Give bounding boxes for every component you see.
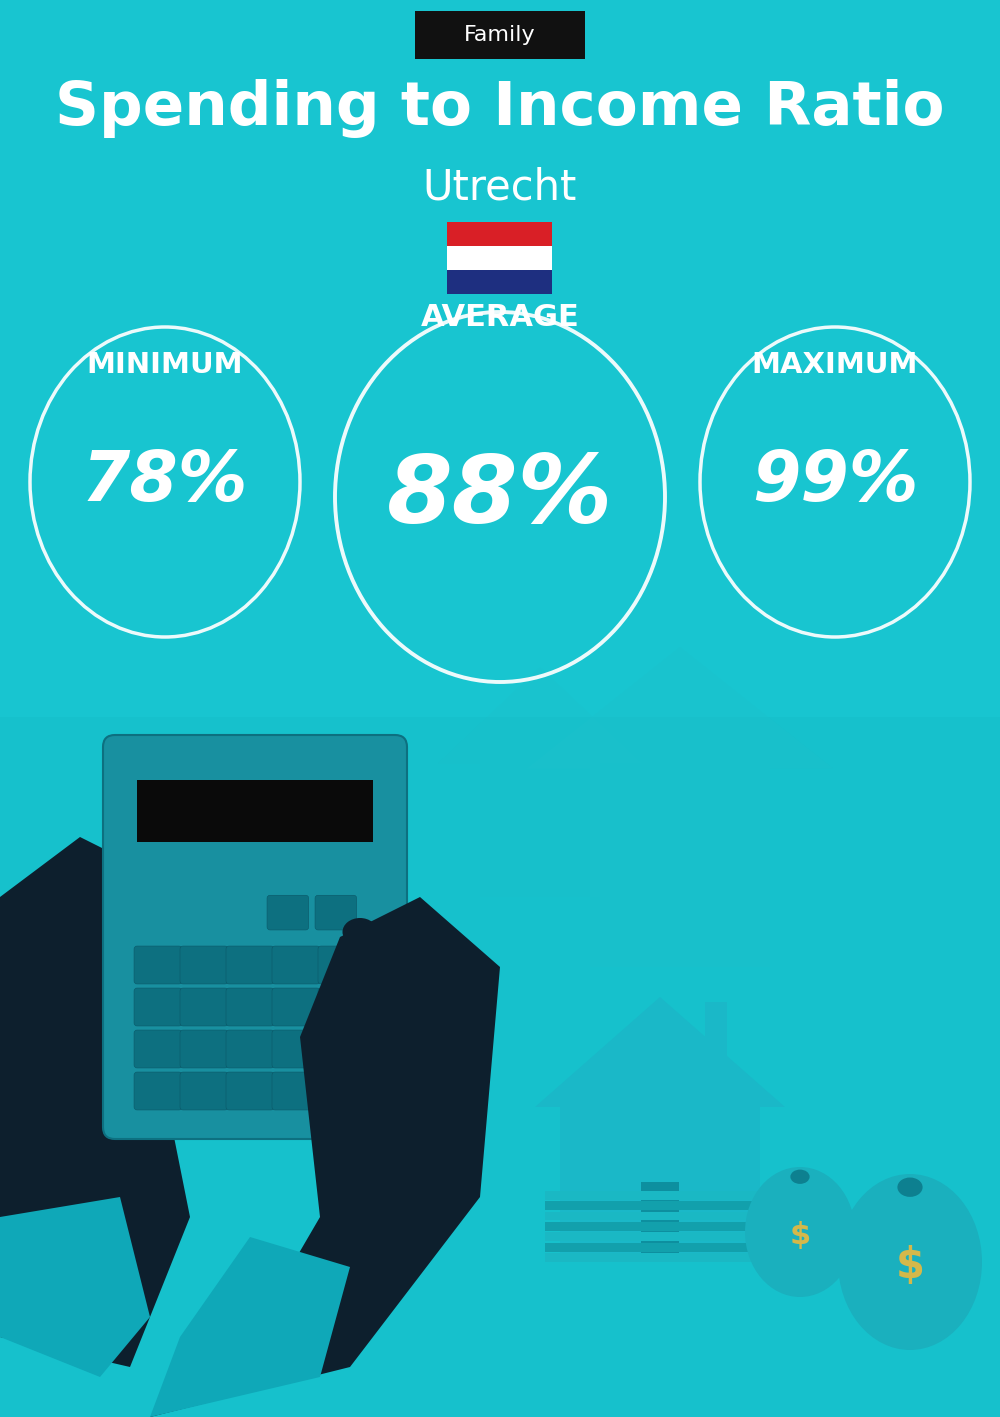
FancyBboxPatch shape xyxy=(180,1030,228,1068)
FancyBboxPatch shape xyxy=(180,1073,228,1110)
Text: 99%: 99% xyxy=(752,449,918,516)
FancyBboxPatch shape xyxy=(318,1030,366,1068)
Ellipse shape xyxy=(745,1168,855,1297)
FancyBboxPatch shape xyxy=(272,1030,320,1068)
Text: $: $ xyxy=(896,1246,924,1288)
Bar xyxy=(545,1253,775,1263)
FancyBboxPatch shape xyxy=(415,11,585,60)
Ellipse shape xyxy=(790,1169,810,1183)
FancyBboxPatch shape xyxy=(180,947,228,983)
Text: $: $ xyxy=(789,1221,811,1250)
Text: Spending to Income Ratio: Spending to Income Ratio xyxy=(55,79,945,139)
FancyBboxPatch shape xyxy=(226,1030,274,1068)
FancyBboxPatch shape xyxy=(134,988,182,1026)
Bar xyxy=(545,1233,775,1241)
Bar xyxy=(447,247,552,271)
Text: 78%: 78% xyxy=(82,449,248,516)
FancyBboxPatch shape xyxy=(272,988,320,1026)
Bar xyxy=(545,1212,775,1220)
Polygon shape xyxy=(0,837,190,1367)
FancyBboxPatch shape xyxy=(134,947,182,983)
Ellipse shape xyxy=(897,1178,923,1197)
Bar xyxy=(545,1243,775,1251)
Polygon shape xyxy=(438,667,642,897)
Polygon shape xyxy=(150,1237,350,1417)
Bar xyxy=(447,271,552,293)
Bar xyxy=(641,1182,679,1257)
Bar xyxy=(545,1202,775,1210)
FancyBboxPatch shape xyxy=(134,1030,182,1068)
Text: MINIMUM: MINIMUM xyxy=(87,351,243,378)
Ellipse shape xyxy=(342,918,378,947)
Bar xyxy=(560,1107,760,1257)
Polygon shape xyxy=(150,897,500,1417)
Text: 88%: 88% xyxy=(387,451,613,543)
FancyBboxPatch shape xyxy=(103,735,407,1139)
Ellipse shape xyxy=(838,1175,982,1350)
Polygon shape xyxy=(535,998,785,1107)
Polygon shape xyxy=(0,1197,150,1377)
Bar xyxy=(137,779,373,842)
FancyBboxPatch shape xyxy=(134,1073,182,1110)
Text: AVERAGE: AVERAGE xyxy=(421,302,579,332)
Polygon shape xyxy=(527,648,833,966)
Bar xyxy=(447,222,552,247)
FancyBboxPatch shape xyxy=(272,947,320,983)
FancyBboxPatch shape xyxy=(272,1073,320,1110)
Bar xyxy=(545,1190,775,1200)
FancyBboxPatch shape xyxy=(318,1073,366,1110)
Bar xyxy=(705,1002,727,1057)
FancyBboxPatch shape xyxy=(315,896,357,930)
FancyBboxPatch shape xyxy=(226,1073,274,1110)
FancyBboxPatch shape xyxy=(180,988,228,1026)
FancyBboxPatch shape xyxy=(267,896,309,930)
FancyBboxPatch shape xyxy=(226,947,274,983)
Bar xyxy=(0,717,1000,1417)
Text: Utrecht: Utrecht xyxy=(423,166,577,208)
Text: MAXIMUM: MAXIMUM xyxy=(752,351,918,378)
FancyBboxPatch shape xyxy=(226,988,274,1026)
Bar xyxy=(545,1221,775,1231)
FancyBboxPatch shape xyxy=(318,988,366,1026)
FancyBboxPatch shape xyxy=(318,947,366,983)
Text: Family: Family xyxy=(464,26,536,45)
